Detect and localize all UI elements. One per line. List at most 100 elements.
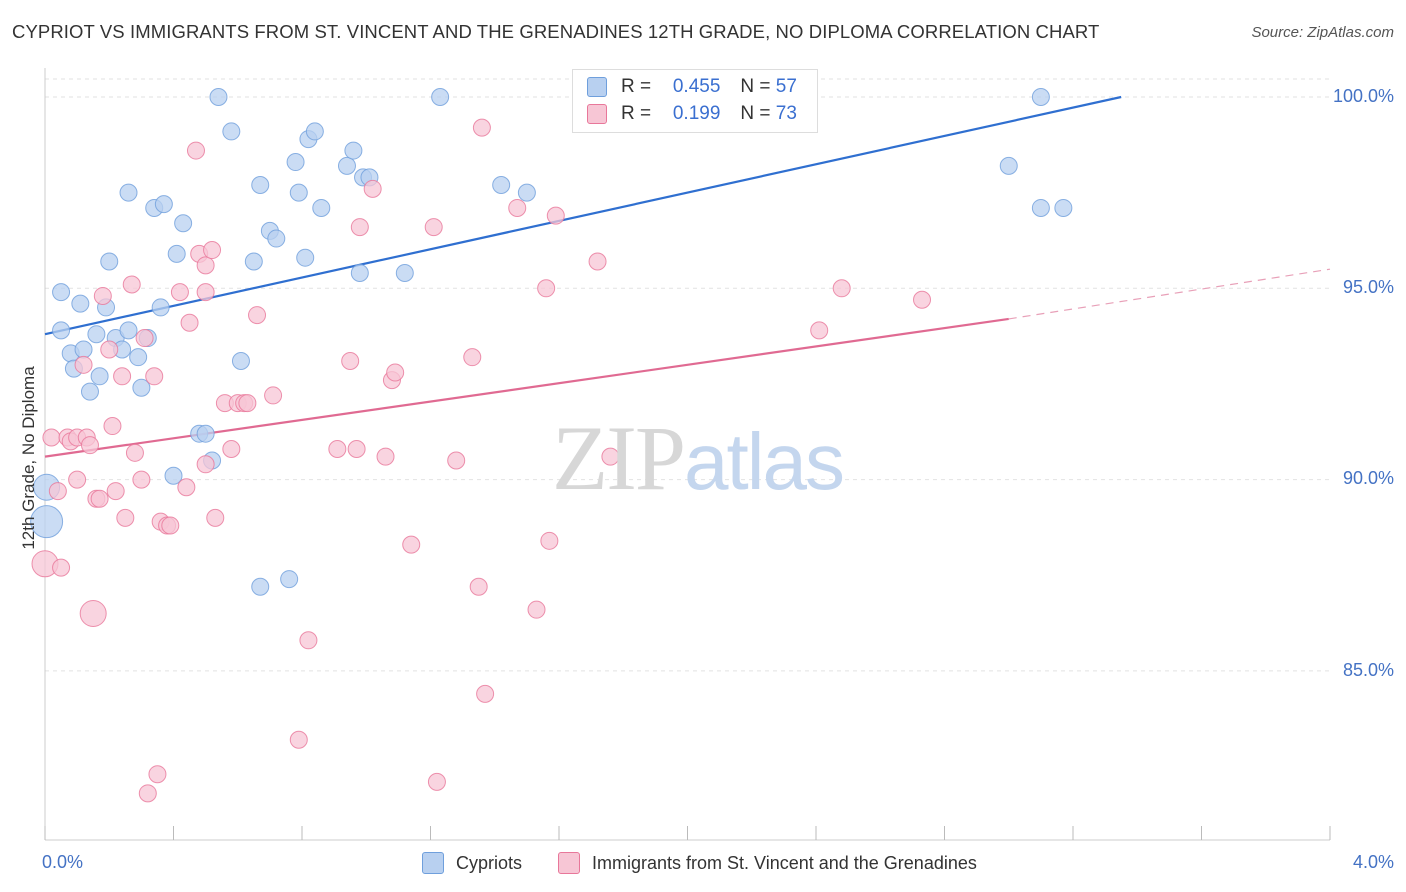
cypriots-point xyxy=(151,298,170,317)
cypriots-point xyxy=(74,340,93,359)
cypriots-point xyxy=(431,88,450,106)
legend-n-value: 57 xyxy=(775,76,797,97)
immigrants-point xyxy=(469,577,488,596)
immigrants-point xyxy=(347,439,366,458)
cypriots-point xyxy=(167,244,186,263)
cypriots-point xyxy=(231,351,250,370)
immigrants-point xyxy=(42,428,61,447)
watermark-atlas: atlas xyxy=(684,417,845,506)
cypriots-point xyxy=(267,229,286,248)
cypriots-point xyxy=(305,122,324,141)
legend-n-value: 73 xyxy=(775,103,797,124)
cypriots-point xyxy=(174,214,193,233)
cypriots-point xyxy=(337,156,356,175)
immigrants-point xyxy=(48,482,67,501)
immigrants-point xyxy=(113,367,132,386)
immigrants-point xyxy=(93,286,112,305)
y-tick-label: 100.0% xyxy=(1332,86,1394,106)
cypriots-point xyxy=(30,505,64,539)
cypriots-point xyxy=(209,88,228,106)
series-legend-label: Immigrants from St. Vincent and the Gren… xyxy=(592,852,977,873)
y-tick-label: 95.0% xyxy=(1342,277,1394,297)
immigrants-trend-extension xyxy=(1008,268,1331,320)
cypriots-point xyxy=(80,382,99,401)
legend-swatch-pink xyxy=(587,104,607,124)
immigrants-point xyxy=(52,558,71,577)
series-swatch-pink xyxy=(558,852,580,874)
cypriots-point xyxy=(999,156,1018,175)
immigrants-point xyxy=(74,355,93,374)
cypriots-point xyxy=(71,294,90,313)
watermark: ZIPatlas xyxy=(552,405,845,511)
legend-n-label: N = xyxy=(740,103,771,124)
immigrants-point xyxy=(363,179,382,198)
watermark-zip: ZIP xyxy=(552,407,686,509)
immigrants-point xyxy=(248,306,267,325)
series-swatch-blue xyxy=(422,852,444,874)
series-legend-item-cypriots[interactable]: Cypriots xyxy=(422,852,522,874)
immigrants-point xyxy=(540,531,559,550)
immigrants-point xyxy=(186,141,205,160)
legend-row-cypriots: R = 0.455 N = 57 xyxy=(587,76,797,98)
x-tick-label: 0.0% xyxy=(42,852,84,872)
cypriots-point xyxy=(222,122,241,141)
immigrants-point xyxy=(341,351,360,370)
immigrants-point xyxy=(196,283,215,302)
immigrants-point xyxy=(289,730,308,749)
immigrants-point xyxy=(103,417,122,436)
immigrants-point xyxy=(601,447,620,466)
cypriots-point xyxy=(289,183,308,202)
cypriots-point xyxy=(119,183,138,202)
cypriots-point xyxy=(492,175,511,194)
cypriots-point xyxy=(344,141,363,160)
y-tick-label: 90.0% xyxy=(1342,468,1394,488)
immigrants-point xyxy=(476,684,495,703)
cypriots-point xyxy=(280,570,299,589)
immigrants-point xyxy=(402,535,421,554)
cypriots-point xyxy=(296,248,315,267)
gridlines xyxy=(45,78,1330,672)
cypriots-point xyxy=(251,577,270,596)
data-points xyxy=(30,88,1073,803)
immigrants-point xyxy=(376,447,395,466)
legend-swatch-blue xyxy=(587,77,607,97)
immigrants-point xyxy=(122,275,141,294)
immigrants-point xyxy=(177,478,196,497)
cypriots-point xyxy=(87,325,106,344)
immigrants-point xyxy=(832,279,851,298)
cypriots-point xyxy=(132,378,151,397)
immigrants-point xyxy=(80,436,99,455)
immigrants-point xyxy=(328,439,347,458)
immigrants-point xyxy=(196,455,215,474)
immigrants-point xyxy=(100,340,119,359)
y-axis-title: 12th Grade, No Diploma xyxy=(19,366,38,550)
legend-n-label: N = xyxy=(740,76,771,97)
series-legend-item-immigrants[interactable]: Immigrants from St. Vincent and the Gren… xyxy=(558,852,977,874)
immigrants-point xyxy=(148,765,167,784)
cypriots-point xyxy=(119,321,138,340)
chart-title: CYPRIOT VS IMMIGRANTS FROM ST. VINCENT A… xyxy=(12,21,1100,42)
cypriots-point xyxy=(90,367,109,386)
cypriots-point xyxy=(1054,198,1073,217)
immigrants-point xyxy=(386,363,405,382)
immigrants-point xyxy=(264,386,283,405)
y-tick-label: 85.0% xyxy=(1342,660,1394,680)
cypriots-point xyxy=(244,252,263,271)
immigrants-point xyxy=(132,470,151,489)
immigrants-point xyxy=(447,451,466,470)
correlation-legend: R = 0.455 N = 57 R = 0.199 N = 73 xyxy=(572,69,818,133)
legend-r-label: R = xyxy=(621,103,652,124)
immigrants-point xyxy=(588,252,607,271)
immigrants-point xyxy=(170,283,189,302)
series-legend-label: Cypriots xyxy=(456,852,523,873)
cypriots-point xyxy=(1031,88,1050,106)
immigrants-point xyxy=(810,321,829,340)
x-tick-label: 4.0% xyxy=(1352,852,1394,872)
immigrants-point xyxy=(196,256,215,275)
immigrants-trend-line xyxy=(44,317,1009,458)
axes xyxy=(44,68,1331,841)
legend-row-immigrants: R = 0.199 N = 73 xyxy=(587,103,797,125)
cypriots-point xyxy=(164,466,183,485)
immigrants-point xyxy=(238,394,257,413)
